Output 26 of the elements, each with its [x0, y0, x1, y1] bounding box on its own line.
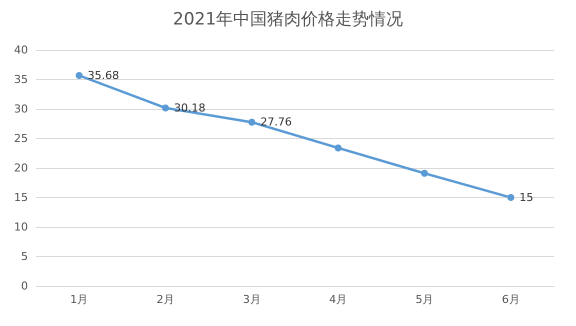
x-tick-label: 1月 — [70, 293, 88, 306]
point — [162, 104, 169, 112]
y-tick-label: 35 — [14, 73, 28, 86]
y-tick-label: 0 — [21, 280, 28, 292]
point — [421, 170, 428, 177]
point — [76, 72, 83, 79]
y-tick-label: 20 — [14, 162, 28, 174]
chart-title: 2021年中国猪肉价格走势情况 — [172, 10, 404, 30]
y-tick-label: 5 — [21, 250, 28, 263]
data-label: 15 — [519, 191, 534, 204]
y-tick-label: 25 — [14, 132, 28, 145]
y-tick-label: 15 — [14, 191, 28, 204]
data-label: 30.18 — [174, 101, 206, 114]
x-tick-label: 5月 — [416, 293, 434, 306]
point — [248, 118, 256, 126]
point — [334, 144, 342, 152]
x-tick-label: 6月 — [502, 293, 520, 306]
x-tick-label: 2月 — [156, 293, 174, 306]
y-tick-label: 40 — [14, 44, 28, 56]
data-label: 35.68 — [88, 68, 120, 82]
y-tick-label: 30 — [14, 102, 28, 116]
data-label: 27.76 — [260, 116, 292, 129]
x-tick-label: 3月 — [242, 293, 261, 306]
point — [507, 194, 514, 201]
x-tick-label: 4月 — [329, 293, 348, 306]
y-tick-label: 10 — [14, 220, 28, 234]
